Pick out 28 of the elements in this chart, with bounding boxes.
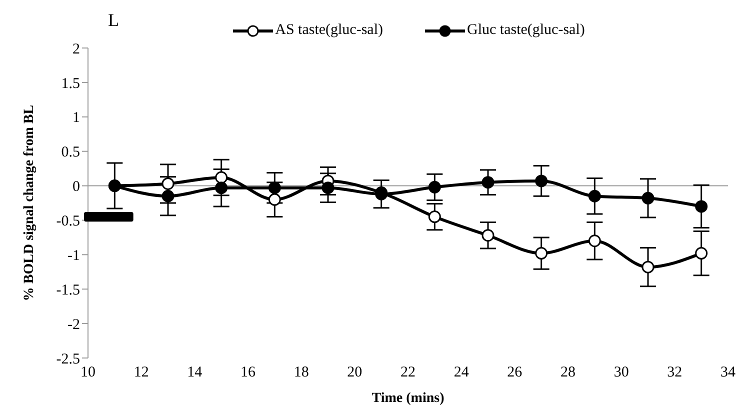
y-axis-title: % BOLD signal change from BL: [22, 104, 37, 302]
y-tick-label: 2: [72, 41, 80, 58]
x-tick-label: 32: [667, 364, 682, 381]
y-tick-label: -1: [68, 248, 80, 264]
x-tick-label: 22: [400, 364, 416, 381]
y-tick-label: -2: [68, 316, 80, 333]
x-tick-label: 14: [187, 364, 203, 381]
x-tick-label: 26: [507, 364, 523, 381]
x-tick-label: 28: [560, 364, 576, 381]
x-tick-label: 18: [294, 364, 309, 381]
legend-label: AS taste(gluc-sal): [275, 22, 383, 39]
x-tick-label: 20: [347, 364, 362, 381]
y-tick-label: 0.5: [61, 144, 80, 161]
y-tick-label: -1.5: [56, 282, 80, 298]
x-tick-label: 30: [614, 364, 629, 381]
y-tick-label: -0.5: [56, 214, 80, 230]
y-tick-label: -2.5: [56, 351, 80, 368]
x-tick-label: 10: [80, 364, 96, 381]
y-tick-label: 1.5: [61, 76, 80, 92]
x-tick-label: 24: [454, 364, 470, 381]
x-axis-title: Time (mins): [372, 391, 445, 406]
y-tick-label: 1: [72, 110, 80, 126]
x-tick-label: 34: [720, 364, 736, 381]
x-tick-label: 16: [240, 364, 256, 381]
chart-title: L: [108, 10, 119, 31]
legend-label: Gluc taste(gluc-sal): [467, 22, 585, 39]
x-tick-label: 12: [134, 364, 149, 381]
y-tick-label: 0: [72, 179, 80, 196]
